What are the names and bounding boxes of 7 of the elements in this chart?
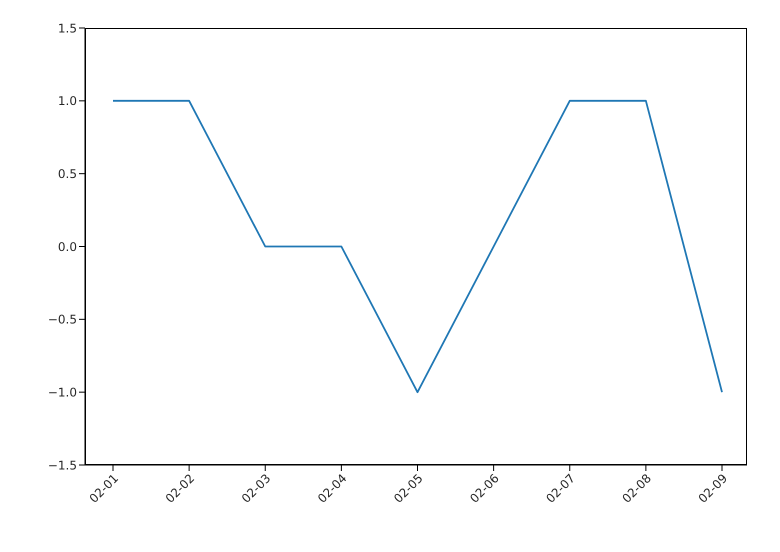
y-tick-label: −1.5 [48,458,77,472]
y-tick-label: 1.5 [58,21,77,36]
y-tick-label: −0.5 [48,312,77,327]
y-tick-label: 0.0 [58,240,77,254]
y-tick-label: 1.0 [58,94,77,108]
y-tick-label: 0.5 [58,166,77,181]
y-tick-label: −1.0 [48,385,77,400]
